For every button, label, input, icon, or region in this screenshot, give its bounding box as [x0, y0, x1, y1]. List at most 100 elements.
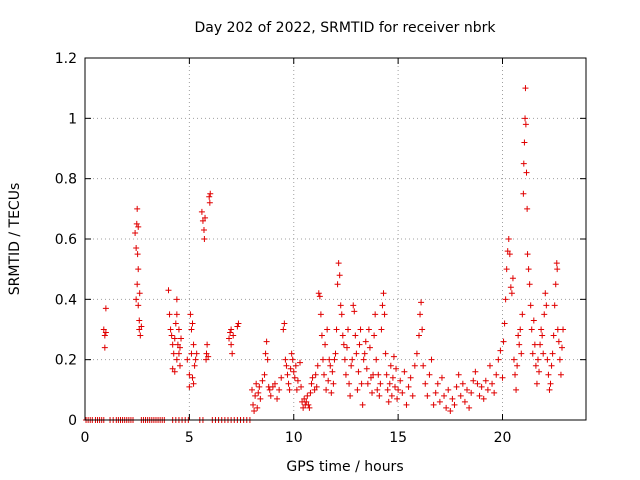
- data-point: [531, 341, 538, 348]
- data-point: [403, 401, 410, 408]
- data-point: [324, 326, 331, 333]
- data-point: [519, 311, 526, 318]
- data-point: [455, 371, 462, 378]
- data-point: [349, 356, 356, 363]
- data-point: [286, 386, 293, 393]
- data-point: [464, 386, 471, 393]
- data-point: [432, 389, 439, 396]
- data-point: [137, 332, 144, 339]
- data-point: [554, 326, 561, 333]
- data-point: [533, 380, 540, 387]
- data-point: [509, 275, 516, 282]
- x-tick-label: 20: [494, 430, 512, 446]
- data-point: [167, 326, 174, 333]
- data-point: [101, 332, 108, 339]
- data-point: [309, 374, 316, 381]
- data-point: [528, 326, 535, 333]
- data-point: [529, 350, 536, 357]
- data-point: [191, 362, 198, 369]
- data-point: [373, 356, 380, 363]
- data-point: [497, 347, 504, 354]
- data-point: [171, 368, 178, 375]
- data-point: [331, 356, 338, 363]
- data-point: [382, 350, 389, 357]
- data-point: [419, 326, 426, 333]
- data-point: [422, 380, 429, 387]
- data-point: [203, 350, 210, 357]
- data-point: [362, 338, 369, 345]
- data-point: [188, 326, 195, 333]
- data-point: [355, 368, 362, 375]
- data-point: [547, 380, 554, 387]
- y-tick-label: 0.2: [55, 353, 77, 369]
- data-point: [352, 332, 359, 339]
- data-point: [228, 326, 235, 333]
- data-point: [554, 266, 561, 273]
- y-tick-label: 0.6: [55, 232, 77, 248]
- data-point: [436, 398, 443, 405]
- data-point: [345, 326, 352, 333]
- data-point: [188, 350, 195, 357]
- data-point: [169, 365, 176, 372]
- data-point: [413, 350, 420, 357]
- data-point: [470, 377, 477, 384]
- data-point: [138, 323, 145, 330]
- data-point: [508, 290, 515, 297]
- data-point: [537, 341, 544, 348]
- data-point: [190, 341, 197, 348]
- data-point: [269, 383, 276, 390]
- data-point: [358, 380, 365, 387]
- data-point: [339, 332, 346, 339]
- grid-layer: [85, 58, 586, 420]
- data-point: [298, 383, 305, 390]
- data-point: [262, 350, 269, 357]
- data-point: [510, 356, 517, 363]
- ticks-layer: 0 5 10 15 20 0 0.2 0.4 0.6 0.8 1 1.2: [55, 51, 586, 446]
- data-point: [548, 362, 555, 369]
- data-point: [253, 380, 260, 387]
- data-point: [184, 356, 191, 363]
- data-point: [380, 290, 387, 297]
- data-point: [321, 371, 328, 378]
- data-point: [434, 380, 441, 387]
- data-point: [522, 85, 529, 92]
- x-tick-label: 0: [81, 430, 90, 446]
- data-point: [478, 383, 485, 390]
- data-point: [204, 341, 211, 348]
- data-point: [557, 371, 564, 378]
- points-layer: [83, 85, 567, 423]
- data-point: [100, 326, 107, 333]
- data-point: [252, 392, 259, 399]
- data-point: [333, 326, 340, 333]
- data-point: [342, 371, 349, 378]
- data-point: [132, 229, 139, 236]
- data-point: [459, 380, 466, 387]
- data-point: [361, 350, 368, 357]
- data-point: [411, 362, 418, 369]
- data-point: [375, 371, 382, 378]
- data-point: [178, 335, 185, 342]
- data-point: [350, 302, 357, 309]
- data-point: [337, 302, 344, 309]
- data-point: [507, 284, 514, 291]
- data-point: [367, 374, 374, 381]
- data-point: [527, 302, 534, 309]
- data-point: [499, 374, 506, 381]
- data-point: [534, 356, 541, 363]
- data-point: [520, 160, 527, 167]
- data-point: [525, 266, 532, 273]
- data-point: [176, 344, 183, 351]
- data-point: [173, 356, 180, 363]
- data-point: [372, 311, 379, 318]
- data-point: [364, 380, 371, 387]
- data-point: [227, 329, 234, 336]
- data-point: [133, 245, 140, 252]
- data-point: [175, 350, 182, 357]
- data-point: [468, 389, 475, 396]
- data-point: [271, 380, 278, 387]
- data-point: [343, 344, 350, 351]
- data-point: [538, 326, 545, 333]
- data-point: [284, 371, 291, 378]
- data-point: [205, 353, 212, 360]
- data-point: [134, 205, 141, 212]
